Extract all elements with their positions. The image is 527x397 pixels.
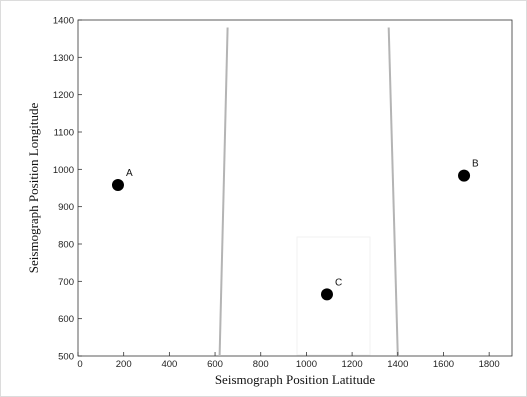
x-tick-label: 1400 [387, 359, 408, 370]
y-tick-label: 600 [58, 314, 74, 325]
x-axis-label: Seismograph Position Latitude [215, 372, 376, 387]
y-tick-label: 900 [58, 202, 74, 213]
point-label-b: B [472, 159, 479, 170]
faint-region [296, 236, 371, 356]
x-tick-label: 1000 [296, 359, 317, 370]
data-points: A B C [111, 159, 479, 301]
y-tick-label: 1400 [53, 16, 74, 27]
x-tick-label: 400 [161, 359, 177, 370]
boundary-lines [218, 27, 399, 357]
point-c [320, 288, 333, 301]
x-tick-label: 1600 [433, 359, 454, 370]
x-tick-label: 200 [116, 359, 132, 370]
y-axis-ticks: 500 600 700 800 900 1000 1100 1200 1300 1400 [53, 16, 82, 363]
x-tick-label: 1800 [479, 359, 500, 370]
x-tick-label: 1200 [342, 359, 363, 370]
x-tick-label: 800 [253, 359, 269, 370]
point-label-a: A [126, 168, 133, 179]
y-tick-label: 1300 [53, 53, 74, 64]
plot-area [77, 19, 513, 357]
plot-border [77, 19, 513, 357]
y-tick-label: 1000 [53, 165, 74, 176]
y-tick-label: 700 [58, 277, 74, 288]
boundary-right-line [387, 27, 399, 357]
point-a [111, 179, 124, 192]
point-label-c: C [335, 277, 342, 288]
y-tick-label: 1200 [53, 90, 74, 101]
x-tick-label: 600 [207, 359, 223, 370]
x-axis-ticks: 0 200 400 600 800 1000 1200 1400 1600 1800 [77, 352, 500, 370]
point-b [458, 169, 471, 182]
y-tick-label: 1100 [54, 128, 74, 139]
y-tick-label: 800 [58, 240, 74, 251]
y-axis-label: Seismograph Position Longitude [26, 103, 41, 274]
x-tick-label: 0 [77, 359, 82, 370]
boundary-left-line [218, 27, 229, 357]
y-tick-label: 500 [58, 352, 74, 363]
